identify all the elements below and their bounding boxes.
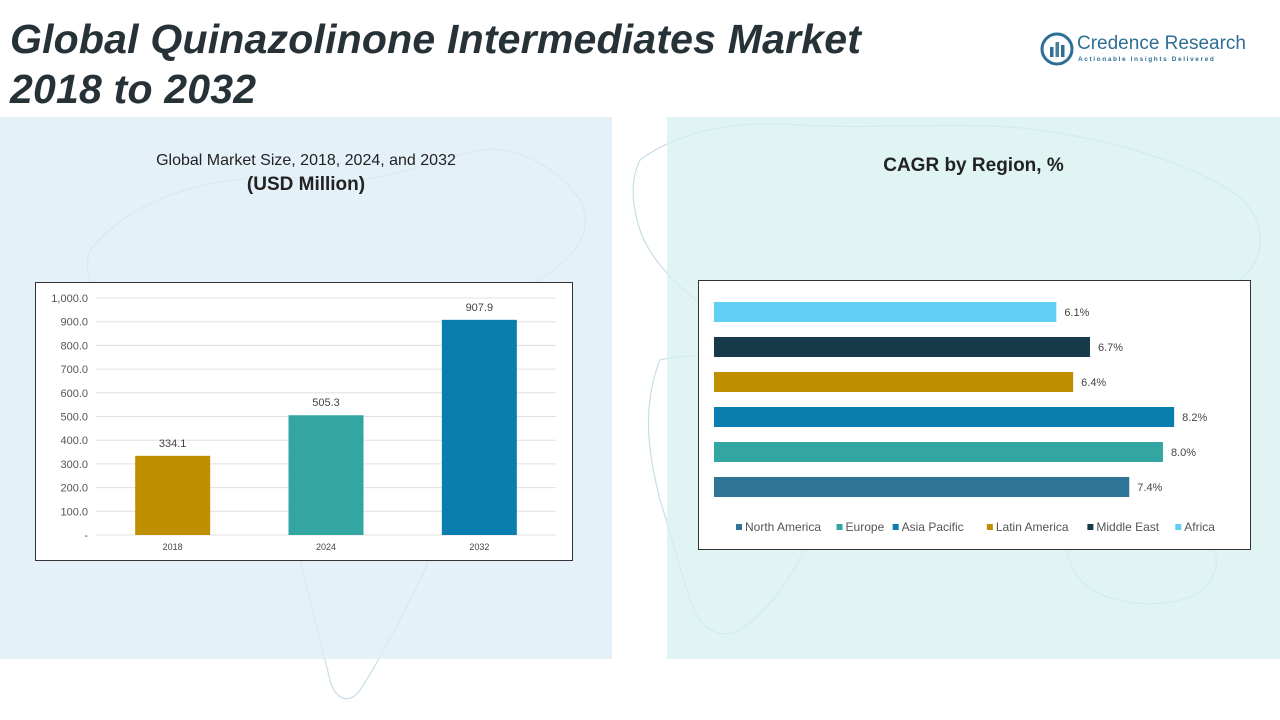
legend-swatch (1087, 524, 1094, 530)
y-tick-label: 800.0 (60, 340, 88, 352)
bar-europe (714, 442, 1163, 462)
legend-swatch (736, 524, 742, 530)
bar-chart-circle-icon (1040, 32, 1074, 66)
y-tick-label: 900.0 (60, 317, 88, 329)
bar-middle-east (714, 337, 1090, 357)
x-tick-label: 2032 (469, 542, 489, 552)
y-tick-label: 500.0 (60, 412, 88, 424)
y-tick-label: 300.0 (60, 459, 88, 471)
y-tick-label: 600.0 (60, 388, 88, 400)
cagr-chart-svg: 6.1% 6.7% 6.4% 8.2% 8.0% 7.4% North America Eur… (714, 302, 1215, 534)
market-size-chart: - 100.0 200.0 300.0 400.0 500.0 600.0 700.0 800.… (35, 282, 573, 561)
legend-swatch (892, 524, 899, 530)
legend-label: North America (745, 520, 821, 534)
bar-north-america (714, 477, 1130, 497)
bar-value-label: 6.1% (1064, 307, 1089, 319)
brand-tagline: Actionable Insights Delivered (1078, 56, 1216, 63)
bar-asia-pacific (714, 407, 1175, 427)
cagr-title: CAGR by Region, % (883, 155, 1064, 176)
bar-2024 (288, 415, 364, 535)
bar-value-label: 8.2% (1182, 412, 1207, 424)
brand-logo: Credence Research Actionable Insights De… (1040, 30, 1270, 70)
y-tick-label: 400.0 (60, 435, 88, 447)
legend-label: Middle East (1096, 520, 1159, 534)
bar-africa (714, 302, 1057, 322)
y-tick-label: - (84, 530, 88, 542)
legend-label: Asia Pacific (902, 520, 964, 534)
y-tick-label: 100.0 (60, 506, 88, 518)
bar-2018 (135, 455, 211, 535)
legend-swatch (1175, 524, 1182, 530)
market-size-title: Global Market Size, 2018, 2024, and 2032 (156, 152, 456, 169)
y-tick-label: 700.0 (60, 364, 88, 376)
x-tick-label: 2018 (163, 542, 183, 552)
legend-label: Latin America (996, 520, 1069, 534)
bar-value-label: 6.4% (1081, 377, 1106, 389)
market-size-chart-svg: - 100.0 200.0 300.0 400.0 500.0 600.0 700.0 800.… (51, 293, 556, 552)
market-size-heading: Global Market Size, 2018, 2024, and 2032… (0, 152, 612, 196)
bar-value-label: 6.7% (1098, 342, 1123, 354)
y-tick-label: 1,000.0 (51, 293, 88, 305)
market-size-unit: (USD Million) (246, 174, 366, 195)
bar-value-label: 907.9 (466, 302, 494, 314)
brand-name: Credence Research (1077, 33, 1246, 54)
bar-value-label: 505.3 (312, 397, 340, 409)
cagr-chart: 6.1% 6.7% 6.4% 8.2% 8.0% 7.4% North America Eur… (698, 280, 1251, 550)
bar-2032 (441, 319, 517, 535)
x-tick-label: 2024 (316, 542, 336, 552)
bar-value-label: 7.4% (1137, 482, 1162, 494)
legend-label: Africa (1184, 520, 1215, 534)
legend-swatch (986, 524, 993, 530)
legend-label: Europe (846, 520, 885, 534)
page-title-line2: 2018 to 2032 (10, 66, 257, 112)
bar-value-label: 8.0% (1171, 447, 1196, 459)
y-tick-label: 200.0 (60, 483, 88, 495)
page-title: Global Quinazolinone Intermediates Marke… (10, 14, 861, 114)
bar-value-label: 334.1 (159, 438, 187, 450)
bar-latin-america (714, 372, 1074, 392)
legend-swatch (836, 524, 843, 530)
page-title-line1: Global Quinazolinone Intermediates Marke… (10, 16, 862, 62)
